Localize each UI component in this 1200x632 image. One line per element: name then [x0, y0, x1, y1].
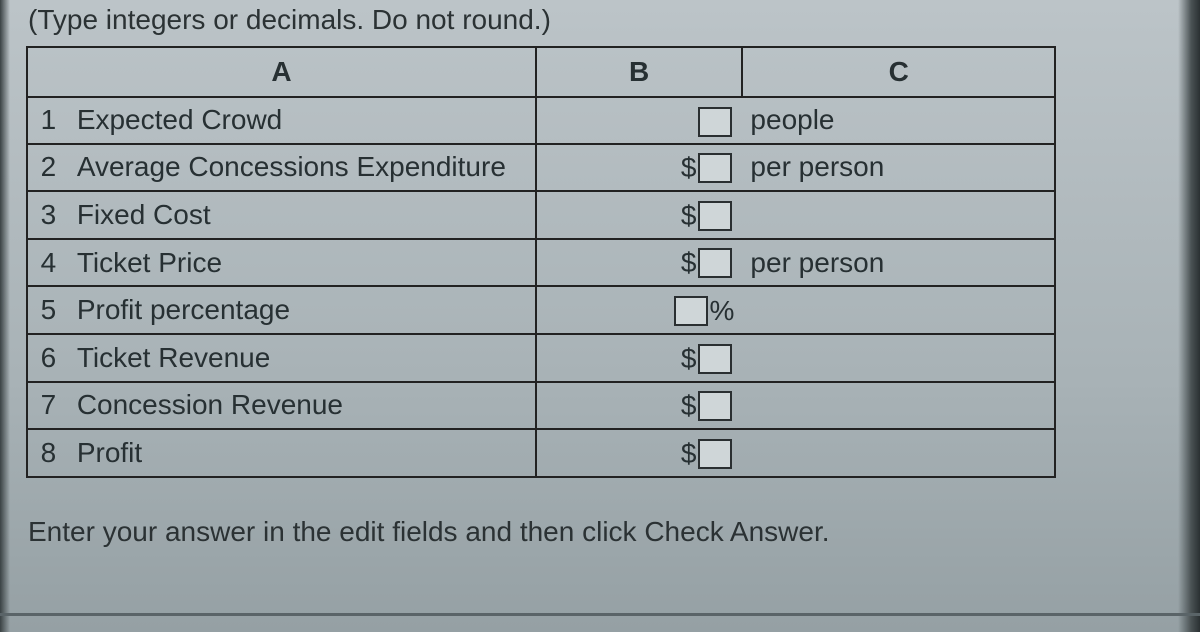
unit-label: people	[742, 97, 1055, 144]
photo-edge-left	[0, 0, 10, 632]
table-row: 6Ticket Revenue $	[27, 334, 1055, 382]
row-number: 2	[27, 144, 69, 192]
value-cell: $	[536, 429, 743, 477]
exercise-screen: (Type integers or decimals. Do not round…	[0, 0, 1200, 632]
row-label: Fixed Cost	[69, 191, 536, 239]
value-input[interactable]	[698, 248, 732, 278]
value-cell: $	[536, 334, 743, 382]
unit-label: per person	[742, 239, 1055, 287]
unit-label	[742, 286, 1055, 334]
photo-edge-right	[1178, 0, 1200, 632]
col-header-a: A	[27, 47, 536, 97]
table-row: 7Concession Revenue $	[27, 382, 1055, 430]
value-input[interactable]	[698, 201, 732, 231]
panel-divider	[0, 613, 1200, 616]
unit-label	[742, 191, 1055, 239]
row-number: 8	[27, 429, 69, 477]
row-number: 1	[27, 97, 69, 144]
bottom-instruction: Enter your answer in the edit fields and…	[26, 478, 1168, 558]
row-label: Concession Revenue	[69, 382, 536, 430]
row-label: Profit	[69, 429, 536, 477]
value-input[interactable]	[698, 344, 732, 374]
value-cell: $	[536, 239, 743, 287]
row-number: 5	[27, 286, 69, 334]
value-cell	[536, 97, 743, 144]
value-prefix: $	[681, 152, 697, 184]
table-row: 5Profit percentage%	[27, 286, 1055, 334]
col-header-b: B	[536, 47, 743, 97]
table-row: 8Profit $	[27, 429, 1055, 477]
table-row: 1Expected Crowd people	[27, 97, 1055, 144]
value-input[interactable]	[698, 439, 732, 469]
value-cell: $	[536, 191, 743, 239]
row-number: 7	[27, 382, 69, 430]
unit-label	[742, 334, 1055, 382]
value-input[interactable]	[674, 296, 708, 326]
value-cell: %	[536, 286, 743, 334]
value-input[interactable]	[698, 391, 732, 421]
table-row: 2Average Concessions Expenditure $ per per…	[27, 144, 1055, 192]
value-prefix: $	[681, 200, 697, 232]
value-prefix: $	[681, 390, 697, 422]
value-cell: $	[536, 382, 743, 430]
table-row: 4Ticket Price $ per person	[27, 239, 1055, 287]
unit-label	[742, 382, 1055, 430]
value-prefix: $	[681, 438, 697, 470]
row-number: 6	[27, 334, 69, 382]
value-prefix: $	[681, 343, 697, 375]
row-number: 3	[27, 191, 69, 239]
unit-label	[742, 429, 1055, 477]
value-suffix: %	[710, 295, 735, 327]
value-input[interactable]	[698, 153, 732, 183]
row-number: 4	[27, 239, 69, 287]
col-header-c: C	[742, 47, 1055, 97]
row-label: Average Concessions Expenditure	[69, 144, 536, 192]
header-row: A B C	[27, 47, 1055, 97]
value-prefix: $	[681, 247, 697, 279]
spreadsheet-table: A B C 1Expected Crowdpeople2Average Conc…	[26, 46, 1056, 478]
top-instruction: (Type integers or decimals. Do not round…	[26, 0, 1168, 46]
value-input[interactable]	[698, 107, 732, 137]
row-label: Ticket Revenue	[69, 334, 536, 382]
value-cell: $	[536, 144, 743, 192]
table-row: 3Fixed Cost $	[27, 191, 1055, 239]
row-label: Ticket Price	[69, 239, 536, 287]
row-label: Expected Crowd	[69, 97, 536, 144]
row-label: Profit percentage	[69, 286, 536, 334]
unit-label: per person	[742, 144, 1055, 192]
